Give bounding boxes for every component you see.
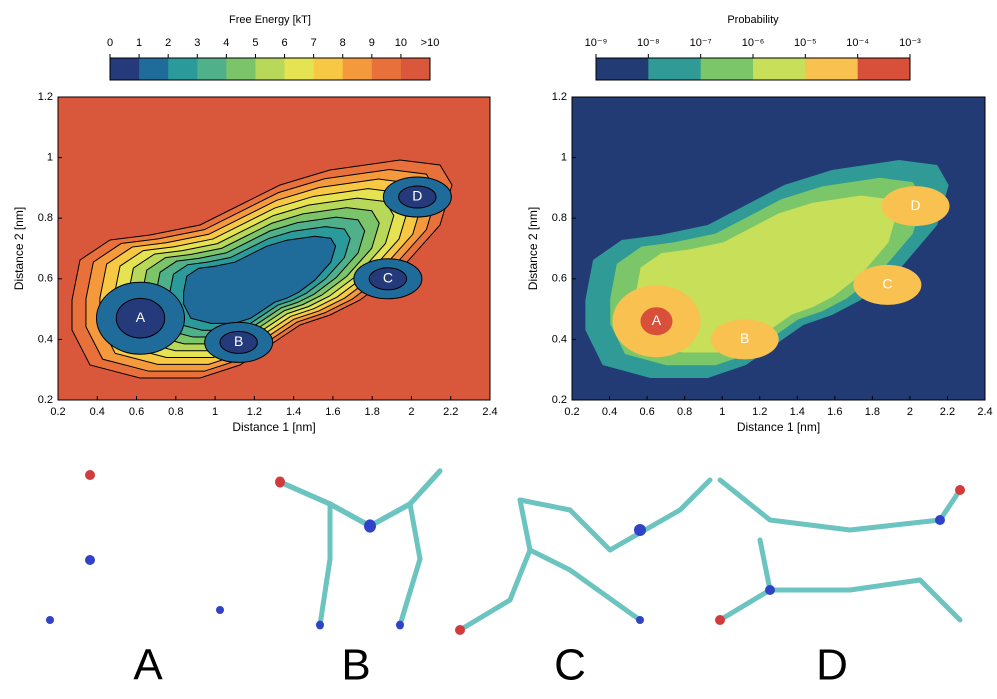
contour-field xyxy=(58,97,490,400)
structure-b xyxy=(275,471,440,629)
y-tick-label: 1 xyxy=(561,152,567,164)
colorbar-title: Probability xyxy=(727,14,779,26)
colorbar-tick-label: 4 xyxy=(223,37,229,49)
x-tick-label: 1 xyxy=(212,406,218,418)
colorbar-tick-label: 0 xyxy=(107,37,113,49)
colorbar-tick-label: 10⁻⁷ xyxy=(690,37,712,49)
colorbar-tick-label: 1 xyxy=(136,37,142,49)
structure-c xyxy=(455,480,710,635)
y-tick-label: 0.8 xyxy=(38,212,53,224)
colorbar-swatch xyxy=(314,58,344,80)
structure-label: D xyxy=(816,641,848,690)
colorbar-tick-label: 8 xyxy=(340,37,346,49)
x-tick-label: 1.8 xyxy=(865,406,880,418)
colorbar-tick-label: 10⁻⁹ xyxy=(585,37,608,49)
y-tick-label: 0.4 xyxy=(38,333,53,345)
colorbar-overflow-label: >10 xyxy=(421,37,440,49)
x-tick-label: 1.8 xyxy=(365,406,380,418)
region-label: A xyxy=(136,309,146,325)
colorbar-tick-label: 10⁻⁶ xyxy=(742,37,765,49)
x-tick-label: 2.4 xyxy=(977,406,992,418)
region-label: D xyxy=(910,197,920,213)
y-tick-label: 1 xyxy=(47,152,53,164)
y-tick-label: 0.6 xyxy=(38,273,53,285)
x-tick-label: 2.2 xyxy=(940,406,955,418)
colorbar-tick-label: 10⁻⁴ xyxy=(846,37,869,49)
colorbar-swatch xyxy=(226,58,256,80)
y-tick-label: 0.8 xyxy=(552,212,567,224)
x-tick-label: 0.8 xyxy=(168,406,183,418)
colorbar-swatch xyxy=(401,58,431,80)
colorbar-tick-label: 6 xyxy=(281,37,287,49)
colorbar-swatch xyxy=(648,58,701,80)
colorbar-swatch xyxy=(285,58,315,80)
contour-field xyxy=(572,97,985,400)
region-label: B xyxy=(234,333,243,349)
x-tick-label: 0.2 xyxy=(564,406,579,418)
y-axis-label: Distance 2 [nm] xyxy=(12,207,26,290)
x-tick-label: 0.4 xyxy=(90,406,105,418)
y-tick-label: 0.6 xyxy=(552,273,567,285)
colorbar-swatch xyxy=(805,58,858,80)
y-tick-label: 1.2 xyxy=(552,91,567,103)
y-tick-label: 1.2 xyxy=(38,91,53,103)
x-tick-label: 1.2 xyxy=(247,406,262,418)
y-axis-label: Distance 2 [nm] xyxy=(526,207,540,290)
x-tick-label: 2.4 xyxy=(482,406,497,418)
colorbar-tick-label: 10⁻⁵ xyxy=(794,37,817,49)
region-label: C xyxy=(882,276,892,292)
x-tick-label: 1.2 xyxy=(752,406,767,418)
x-tick-label: 0.2 xyxy=(50,406,65,418)
colorbar-tick-label: 5 xyxy=(252,37,258,49)
colorbar-swatch xyxy=(197,58,227,80)
colorbar-tick-label: 7 xyxy=(311,37,317,49)
colorbar-swatch xyxy=(255,58,285,80)
structure-label: A xyxy=(133,641,163,690)
region-label: D xyxy=(412,188,422,204)
x-tick-label: 0.4 xyxy=(602,406,617,418)
x-tick-label: 0.8 xyxy=(677,406,692,418)
structure-d xyxy=(715,480,965,625)
x-tick-label: 1 xyxy=(719,406,725,418)
colorbar-tick-label: 10⁻³ xyxy=(899,37,921,49)
x-axis-label: Distance 1 [nm] xyxy=(232,420,315,434)
x-tick-label: 0.6 xyxy=(129,406,144,418)
colorbar-tick-label: 10⁻⁸ xyxy=(637,37,660,49)
x-tick-label: 2 xyxy=(907,406,913,418)
x-tick-label: 1.6 xyxy=(827,406,842,418)
colorbar-tick-label: 3 xyxy=(194,37,200,49)
structure-label: B xyxy=(341,641,370,690)
structure-label: C xyxy=(554,641,586,690)
x-axis-label: Distance 1 [nm] xyxy=(737,420,820,434)
x-tick-label: 1.4 xyxy=(790,406,805,418)
region-label: A xyxy=(652,312,662,328)
y-tick-label: 0.2 xyxy=(38,394,53,406)
region-label: B xyxy=(740,330,749,346)
colorbar-tick-label: 10 xyxy=(395,37,407,49)
colorbar-swatch xyxy=(168,58,198,80)
colorbar-swatch xyxy=(701,58,754,80)
y-tick-label: 0.4 xyxy=(552,333,567,345)
colorbar-swatch xyxy=(372,58,402,80)
structure-a xyxy=(46,470,224,624)
y-tick-label: 0.2 xyxy=(552,394,567,406)
x-tick-label: 0.6 xyxy=(639,406,654,418)
x-tick-label: 1.4 xyxy=(286,406,301,418)
x-tick-label: 2 xyxy=(408,406,414,418)
colorbar-swatch xyxy=(139,58,169,80)
colorbar-tick-label: 9 xyxy=(369,37,375,49)
colorbar-swatch xyxy=(753,58,806,80)
x-tick-label: 2.2 xyxy=(443,406,458,418)
colorbar-swatch xyxy=(596,58,649,80)
colorbar-swatch xyxy=(858,58,911,80)
colorbar-swatch xyxy=(343,58,373,80)
colorbar-tick-label: 2 xyxy=(165,37,171,49)
region-label: C xyxy=(383,270,393,286)
figure: A B C D A B C D 0.2 0.4 0.6 0.8 1 1.2 1.4 1.6 1.8 2 2.… xyxy=(0,0,997,694)
x-tick-label: 1.6 xyxy=(325,406,340,418)
colorbar-swatch xyxy=(110,58,140,80)
colorbar-title: Free Energy [kT] xyxy=(229,14,311,26)
